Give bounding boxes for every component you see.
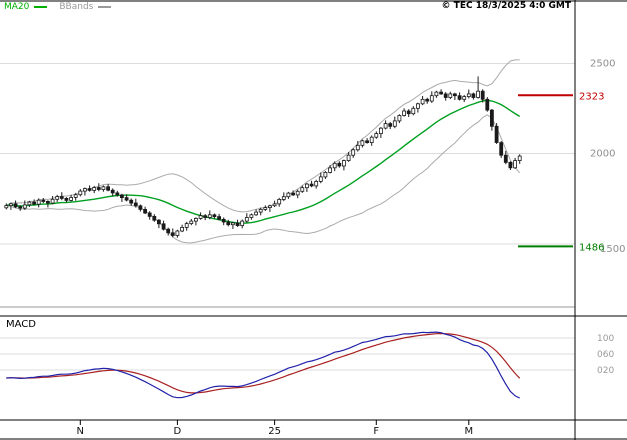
legend-bbands-label: BBands	[59, 2, 94, 12]
copyright-timestamp: © TEC 18/3/2025 4:0 GMT	[441, 1, 571, 11]
month-tick-label: F	[373, 426, 379, 437]
price-tick-label: 1500	[600, 244, 625, 255]
ma20-line	[6, 99, 521, 224]
month-axis: N D 25 F M	[77, 420, 473, 437]
macd-line	[6, 331, 520, 399]
macd-axis-labels: 100 060 020	[597, 334, 614, 376]
level-label-support: 1486	[579, 242, 604, 253]
month-tick-label: 25	[268, 426, 281, 437]
legend-bbands-line-sample	[98, 6, 112, 8]
legend-item-bbands: BBands	[59, 2, 112, 12]
chart-legend: MA20 BBands	[4, 2, 112, 12]
price-gridlines	[0, 62, 575, 245]
bollinger-upper-line	[6, 59, 520, 213]
month-tick-label: M	[464, 426, 473, 437]
macd-panel-title: MACD	[6, 319, 36, 330]
price-axis-labels: 2500 2000 1500	[590, 58, 625, 254]
legend-ma20-line-sample	[34, 6, 48, 8]
candles	[4, 76, 522, 238]
legend-ma20-label: MA20	[4, 2, 30, 12]
legend-item-ma20: MA20	[4, 2, 48, 12]
macd-tick-label: 100	[597, 334, 614, 344]
macd-tick-label: 020	[597, 366, 614, 376]
month-tick-label: D	[174, 426, 182, 437]
macd-gridlines	[0, 337, 575, 371]
macd-signal-line	[6, 332, 521, 394]
level-label-resistance: 2323	[579, 91, 604, 102]
bollinger-lower-line	[6, 114, 521, 244]
price-tick-label: 2000	[590, 149, 615, 160]
price-tick-label: 2500	[590, 58, 615, 69]
level-lines: 2323 1486	[518, 91, 604, 253]
month-tick-label: N	[77, 426, 84, 437]
macd-tick-label: 060	[597, 350, 614, 360]
